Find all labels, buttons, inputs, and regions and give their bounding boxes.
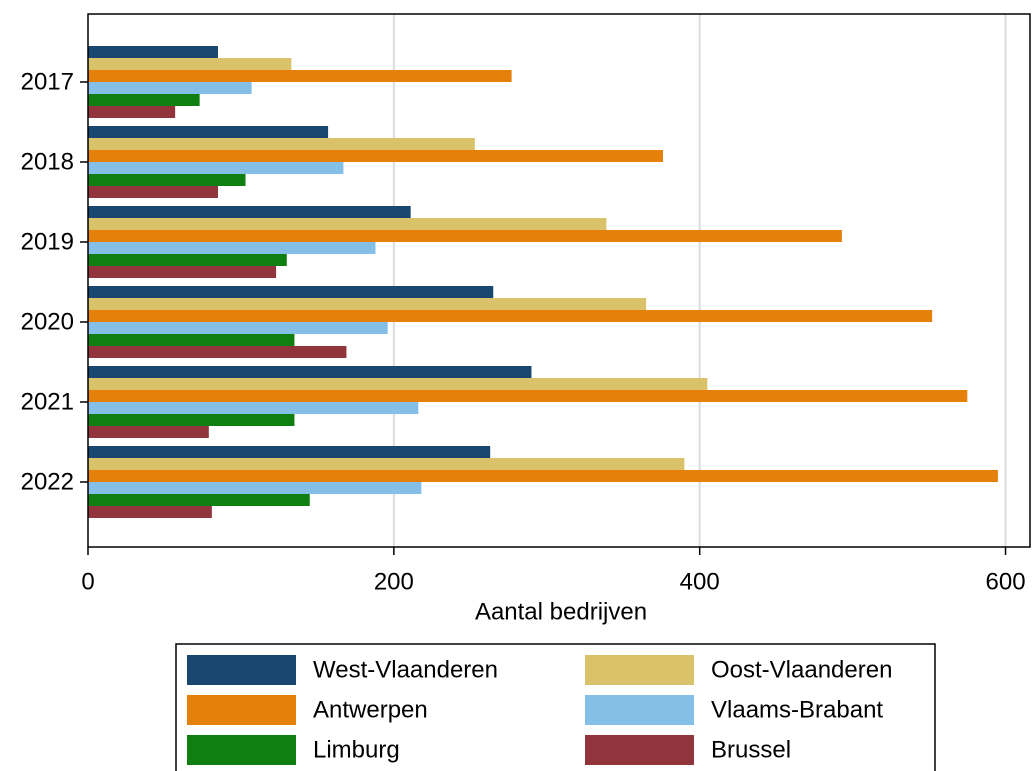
bar (88, 414, 295, 426)
bar (88, 58, 292, 70)
bar (88, 426, 209, 438)
bar (88, 482, 422, 494)
bar (88, 174, 246, 186)
legend-label: Antwerpen (313, 696, 428, 723)
legend-label: Brussel (711, 736, 791, 763)
bar (88, 242, 376, 254)
bar (88, 230, 842, 242)
bar (88, 402, 419, 414)
y-tick-label: 2018 (21, 148, 74, 175)
bar (88, 378, 708, 390)
legend-swatch (585, 735, 694, 765)
x-tick-label: 0 (81, 568, 94, 595)
bar (88, 310, 933, 322)
bar (88, 186, 218, 198)
x-tick-label: 200 (374, 568, 414, 595)
legend-swatch (187, 655, 296, 685)
bar (88, 298, 647, 310)
legend-label: Oost-Vlaanderen (711, 656, 892, 683)
legend-label: Vlaams-Brabant (711, 696, 883, 723)
bar (88, 266, 277, 278)
bar (88, 206, 411, 218)
bar (88, 346, 347, 358)
legend-swatch (187, 735, 296, 765)
bar (88, 366, 532, 378)
y-tick-label: 2020 (21, 308, 74, 335)
x-axis-label: Aantal bedrijven (475, 598, 647, 625)
x-tick-label: 400 (680, 568, 720, 595)
bar (88, 390, 968, 402)
bar (88, 218, 607, 230)
bar (88, 322, 388, 334)
bar (88, 494, 310, 506)
bar (88, 46, 218, 58)
legend-swatch (585, 695, 694, 725)
legend-swatch (585, 655, 694, 685)
bar (88, 126, 329, 138)
y-tick-label: 2021 (21, 388, 74, 415)
y-tick-label: 2019 (21, 228, 74, 255)
bar (88, 470, 998, 482)
legend-box (175, 643, 936, 771)
bar (88, 334, 295, 346)
bar (88, 458, 685, 470)
bar (88, 254, 287, 266)
bar (88, 70, 512, 82)
y-tick-label: 2017 (21, 68, 74, 95)
bar (88, 150, 663, 162)
bar (88, 106, 176, 118)
legend-label: Limburg (313, 736, 400, 763)
bar (88, 446, 491, 458)
bar (88, 82, 252, 94)
plot-frame (87, 13, 1031, 548)
legend-swatch (187, 695, 296, 725)
y-tick-label: 2022 (21, 468, 74, 495)
bar (88, 138, 475, 150)
legend-label: West-Vlaanderen (313, 656, 498, 683)
x-tick-label: 600 (986, 568, 1026, 595)
bar (88, 162, 344, 174)
bar (88, 286, 494, 298)
bar (88, 94, 200, 106)
bar (88, 506, 212, 518)
